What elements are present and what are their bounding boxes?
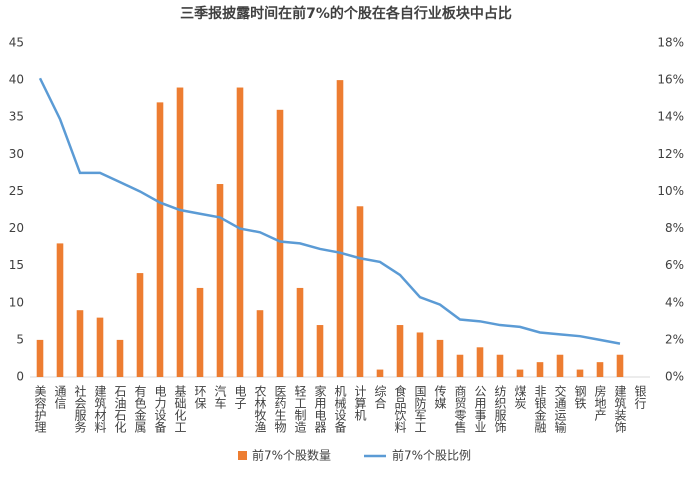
y2-tick-label: 8% xyxy=(665,221,684,235)
y-tick-label: 25 xyxy=(9,184,24,198)
bar xyxy=(316,325,324,377)
x-tick-label: 汽车 xyxy=(213,384,227,410)
bar xyxy=(216,184,224,377)
bar xyxy=(556,354,564,377)
y-tick-label: 10 xyxy=(9,295,24,309)
bar xyxy=(56,243,64,377)
y-tick-label: 20 xyxy=(9,221,24,235)
bar xyxy=(136,273,144,377)
x-tick-label: 电子 xyxy=(233,385,247,409)
y2-tick-label: 12% xyxy=(657,147,684,161)
x-tick-label: 房地产 xyxy=(593,384,607,422)
bar xyxy=(176,87,184,378)
x-tick-label: 社会服务 xyxy=(73,384,87,433)
bar xyxy=(236,87,244,378)
x-tick-label: 家用电器 xyxy=(313,384,327,434)
x-tick-label: 综合 xyxy=(373,385,387,409)
x-tick-label: 国防军工 xyxy=(413,385,427,433)
x-tick-label: 农林牧渔 xyxy=(253,385,267,433)
x-tick-label: 电力设备 xyxy=(153,385,167,434)
bar xyxy=(596,362,604,377)
bar xyxy=(336,80,344,377)
x-tick-label: 纺织服饰 xyxy=(493,385,507,433)
y2-tick-label: 0% xyxy=(665,370,684,384)
bar xyxy=(256,310,264,377)
bar xyxy=(516,369,524,377)
legend-label: 前7%个股比例 xyxy=(392,448,471,463)
bar xyxy=(616,354,624,377)
bar xyxy=(496,354,504,377)
y-tick-label: 0 xyxy=(16,370,24,384)
bar xyxy=(356,206,364,377)
x-tick-label: 银行 xyxy=(633,385,647,409)
bar xyxy=(476,347,484,377)
bar xyxy=(376,369,384,377)
y2-tick-label: 10% xyxy=(657,184,684,198)
bar xyxy=(96,317,104,377)
x-tick-label: 煤炭 xyxy=(513,385,527,410)
x-tick-label: 机械设备 xyxy=(333,385,347,434)
x-tick-label: 美容护理 xyxy=(33,385,47,433)
x-tick-label: 非银金融 xyxy=(533,385,547,434)
y2-tick-label: 2% xyxy=(665,332,684,346)
bar xyxy=(196,287,204,377)
legend-label: 前7%个股数量 xyxy=(252,448,331,463)
x-tick-label: 传媒 xyxy=(433,384,447,409)
bar xyxy=(416,332,424,377)
x-tick-label: 有色金属 xyxy=(133,385,147,434)
x-tick-label: 基础化工 xyxy=(173,385,187,433)
y-tick-label: 15 xyxy=(9,258,24,272)
y2-tick-label: 16% xyxy=(657,73,684,87)
x-tick-label: 建筑装饰 xyxy=(613,385,627,433)
bar xyxy=(436,339,444,377)
bar xyxy=(396,325,404,377)
y-tick-label: 30 xyxy=(9,147,24,161)
x-tick-label: 钢铁 xyxy=(573,385,587,409)
bar xyxy=(456,354,464,377)
bar xyxy=(536,362,544,377)
bar xyxy=(36,339,44,377)
line xyxy=(38,77,621,345)
x-tick-label: 石油石化 xyxy=(113,385,127,434)
x-tick-label: 食品饮料 xyxy=(393,384,407,433)
x-tick-label: 环保 xyxy=(193,385,207,409)
y-tick-label: 40 xyxy=(9,73,24,87)
x-tick-label: 交通运输 xyxy=(553,384,567,434)
x-tick-label: 公用事业 xyxy=(473,385,487,433)
bar xyxy=(276,109,284,378)
y-tick-label: 35 xyxy=(9,110,24,124)
y2-tick-label: 18% xyxy=(657,36,684,50)
bar xyxy=(76,310,84,377)
x-tick-label: 商贸零售 xyxy=(453,384,467,433)
x-tick-label: 计算机 xyxy=(353,385,367,421)
y-tick-label: 45 xyxy=(9,36,24,50)
y2-tick-label: 6% xyxy=(665,258,684,272)
y2-tick-label: 14% xyxy=(657,110,684,124)
legend-swatch xyxy=(238,451,247,460)
bar xyxy=(296,287,304,377)
chart-title: 三季报披露时间在前7%的个股在各自行业板块中占比 xyxy=(180,5,512,22)
y2-tick-label: 4% xyxy=(665,295,684,309)
bar xyxy=(156,102,164,377)
bar xyxy=(116,339,124,377)
y-tick-label: 5 xyxy=(16,332,24,346)
x-tick-label: 建筑材料 xyxy=(93,385,107,433)
x-tick-label: 医药生物 xyxy=(273,385,287,433)
bar xyxy=(576,369,584,377)
x-tick-label: 通信 xyxy=(53,385,67,410)
x-tick-label: 轻工制造 xyxy=(293,385,307,433)
